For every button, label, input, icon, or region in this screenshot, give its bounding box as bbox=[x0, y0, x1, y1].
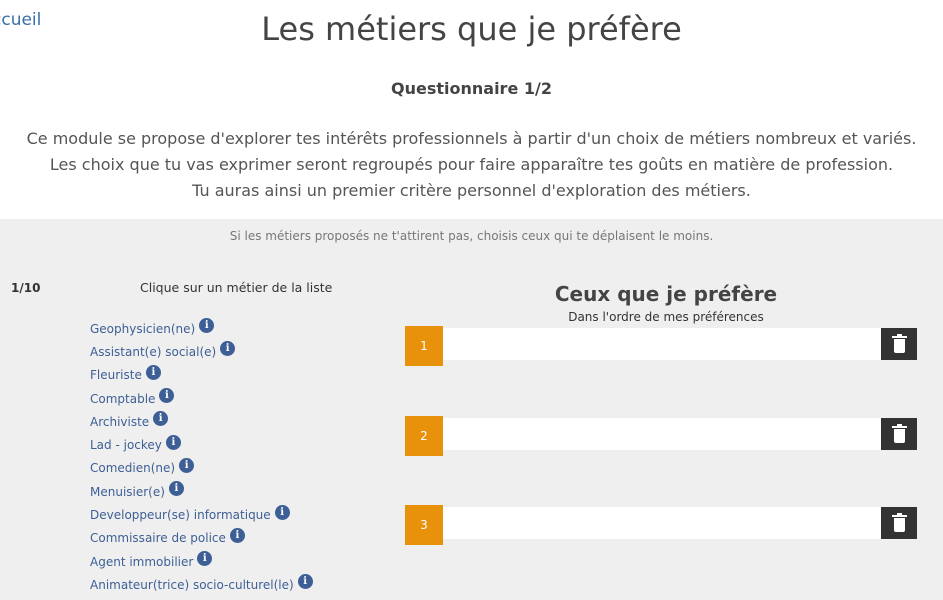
preference-slot-1: 1 bbox=[405, 326, 917, 366]
job-item[interactable]: Fleuriste i bbox=[90, 364, 313, 387]
list-instruction: Clique sur un métier de la liste bbox=[140, 280, 333, 295]
job-item[interactable]: Lad - jockey i bbox=[90, 433, 313, 456]
trash-icon bbox=[891, 333, 907, 353]
job-label[interactable]: Geophysicien(ne) bbox=[90, 321, 196, 336]
info-icon[interactable]: i bbox=[168, 481, 184, 497]
question-counter: 1/10 bbox=[11, 281, 41, 295]
job-label[interactable]: Animateur(trice) socio-culturel(le) bbox=[90, 577, 294, 592]
info-icon[interactable]: i bbox=[297, 574, 313, 590]
home-link[interactable]: ccueil bbox=[0, 10, 42, 30]
info-icon[interactable]: i bbox=[153, 411, 169, 427]
delete-button[interactable] bbox=[881, 418, 917, 450]
trash-icon bbox=[891, 423, 907, 443]
intro-line-3: Tu auras ainsi un premier critère person… bbox=[192, 181, 751, 200]
intro-line-2: Les choix que tu vas exprimer seront reg… bbox=[49, 155, 894, 174]
job-label[interactable]: Assistant(e) social(e) bbox=[90, 344, 217, 359]
delete-button[interactable] bbox=[881, 507, 917, 539]
info-icon[interactable]: i bbox=[179, 457, 195, 473]
job-label[interactable]: Archiviste bbox=[90, 414, 150, 429]
questionnaire-panel: Si les métiers proposés ne t'attirent pa… bbox=[0, 219, 943, 600]
job-label[interactable]: Menuisier(e) bbox=[90, 484, 165, 499]
delete-button[interactable] bbox=[881, 328, 917, 360]
info-icon[interactable]: i bbox=[229, 527, 245, 543]
job-label[interactable]: Fleuriste bbox=[90, 368, 142, 383]
job-item[interactable]: Geophysicien(ne) i bbox=[90, 317, 313, 340]
slot-rank: 2 bbox=[405, 416, 443, 456]
info-icon[interactable]: i bbox=[165, 434, 181, 450]
slot-field[interactable] bbox=[443, 507, 917, 539]
job-label[interactable]: Comptable bbox=[90, 391, 156, 406]
info-icon[interactable]: i bbox=[220, 341, 236, 357]
info-icon[interactable]: i bbox=[199, 318, 215, 334]
slot-field[interactable] bbox=[443, 328, 917, 360]
job-item[interactable]: Assistant(e) social(e) i bbox=[90, 340, 313, 363]
job-item[interactable]: Animateur(trice) socio-culturel(le) i bbox=[90, 573, 313, 596]
info-icon[interactable]: i bbox=[274, 504, 290, 520]
job-label[interactable]: Comedien(ne) bbox=[90, 461, 176, 476]
preferences-title: Ceux que je préfère bbox=[554, 282, 778, 306]
page-title: Les métiers que je préfère bbox=[261, 10, 682, 48]
job-item[interactable]: Commissaire de police i bbox=[90, 527, 313, 550]
job-item[interactable]: Comedien(ne) i bbox=[90, 457, 313, 480]
job-item[interactable]: Comptable i bbox=[90, 387, 313, 410]
preference-slot-3: 3 bbox=[405, 505, 917, 545]
slot-rank: 1 bbox=[405, 326, 443, 366]
info-icon[interactable]: i bbox=[159, 388, 175, 404]
preference-slot-2: 2 bbox=[405, 416, 917, 456]
job-item[interactable]: Agent immobilier i bbox=[90, 550, 313, 573]
info-icon[interactable]: i bbox=[197, 551, 213, 567]
job-item[interactable]: Archiviste i bbox=[90, 410, 313, 433]
questionnaire-subtitle: Questionnaire 1/2 bbox=[391, 79, 552, 98]
slot-field[interactable] bbox=[443, 418, 917, 450]
job-label[interactable]: Agent immobilier bbox=[90, 554, 194, 569]
slot-rank: 3 bbox=[405, 505, 443, 545]
trash-icon bbox=[891, 512, 907, 532]
preferences-subtitle: Dans l'ordre de mes préférences bbox=[568, 310, 764, 324]
job-list: Geophysicien(ne) i Assistant(e) social(e)… bbox=[90, 317, 313, 597]
job-item[interactable]: Developpeur(se) informatique i bbox=[90, 503, 313, 526]
job-item[interactable]: Menuisier(e) i bbox=[90, 480, 313, 503]
intro-line-1: Ce module se propose d'explorer tes inté… bbox=[26, 129, 917, 148]
job-label[interactable]: Lad - jockey bbox=[90, 438, 162, 453]
job-label[interactable]: Developpeur(se) informatique bbox=[90, 508, 271, 523]
intro-text: Ce module se propose d'explorer tes inté… bbox=[0, 126, 943, 204]
job-label[interactable]: Commissaire de police bbox=[90, 531, 226, 546]
hint-text: Si les métiers proposés ne t'attirent pa… bbox=[229, 229, 714, 243]
info-icon[interactable]: i bbox=[145, 364, 161, 380]
